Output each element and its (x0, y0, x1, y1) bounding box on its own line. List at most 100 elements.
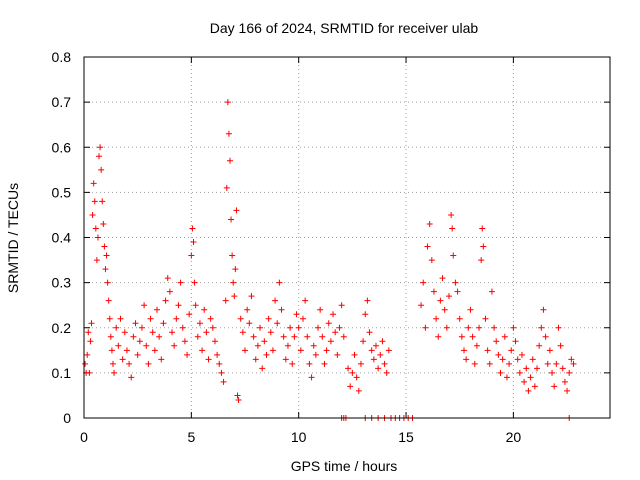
data-point (82, 360, 89, 367)
data-point (461, 347, 468, 354)
chart-title: Day 166 of 2024, SRMTID for receiver ula… (210, 20, 479, 36)
data-point (529, 356, 536, 363)
data-point (192, 302, 199, 309)
data-point (435, 333, 442, 340)
data-point (418, 302, 425, 309)
data-point (293, 311, 300, 318)
data-point (315, 324, 322, 331)
data-point (231, 293, 238, 300)
data-point (87, 338, 94, 345)
data-point (364, 297, 371, 304)
data-point (542, 333, 549, 340)
data-point (151, 347, 158, 354)
data-point (141, 302, 148, 309)
data-point (91, 198, 98, 205)
data-point (327, 338, 334, 345)
x-tick-label: 0 (80, 429, 88, 445)
data-point (280, 333, 287, 340)
data-point (499, 356, 506, 363)
data-point (430, 288, 437, 295)
data-point (242, 347, 249, 354)
data-point (233, 207, 240, 214)
data-point (209, 324, 216, 331)
data-point (523, 365, 530, 372)
data-point (184, 351, 191, 358)
data-point (226, 157, 233, 164)
data-point (90, 180, 97, 187)
data-point (106, 315, 113, 322)
data-point (261, 338, 268, 345)
data-point (448, 211, 455, 218)
data-point (121, 329, 128, 336)
data-point (422, 324, 429, 331)
data-point (377, 351, 384, 358)
data-point (205, 356, 212, 363)
data-point (503, 374, 510, 381)
data-point (338, 302, 345, 309)
data-point (379, 338, 386, 345)
data-point (94, 234, 101, 241)
data-point (480, 243, 487, 250)
data-point (223, 184, 230, 191)
data-point (306, 360, 313, 367)
data-point (360, 338, 367, 345)
data-point (190, 239, 197, 246)
data-point (484, 347, 491, 354)
data-point (467, 306, 474, 313)
data-point (194, 333, 201, 340)
data-point (385, 347, 392, 354)
data-point (237, 315, 244, 322)
data-point (518, 351, 525, 358)
data-point (570, 360, 577, 367)
data-point (445, 293, 452, 300)
data-point (181, 338, 188, 345)
data-point (521, 378, 528, 385)
data-point (420, 279, 427, 286)
data-point (173, 315, 180, 322)
data-point (104, 279, 111, 286)
data-point (211, 338, 218, 345)
data-point (232, 266, 239, 273)
data-point (109, 360, 116, 367)
data-point (115, 342, 122, 349)
data-point (479, 225, 486, 232)
plot-frame (83, 56, 611, 419)
data-point (456, 315, 463, 322)
data-point (138, 324, 145, 331)
data-point (449, 225, 456, 232)
x-tick-label: 20 (506, 429, 522, 445)
data-point (312, 351, 319, 358)
data-point (299, 315, 306, 322)
data-point (471, 360, 478, 367)
data-point (441, 306, 448, 313)
data-point (86, 369, 93, 376)
y-tick-label: 0.8 (52, 49, 72, 65)
data-point (304, 333, 311, 340)
data-point (491, 324, 498, 331)
data-point (230, 279, 237, 286)
data-point (147, 315, 154, 322)
data-point (353, 374, 360, 381)
data-point (506, 360, 513, 367)
data-point (549, 369, 556, 376)
data-point (531, 383, 538, 390)
data-point (357, 360, 364, 367)
data-point (117, 315, 124, 322)
data-point (218, 369, 225, 376)
data-point (244, 306, 251, 313)
data-point (207, 315, 214, 322)
data-point (189, 225, 196, 232)
data-point (99, 198, 106, 205)
data-point (540, 306, 547, 313)
data-point (561, 378, 568, 385)
x-tick-label: 10 (291, 429, 307, 445)
data-point (508, 347, 515, 354)
data-point (123, 347, 130, 354)
data-point (257, 324, 264, 331)
data-point (323, 347, 330, 354)
data-point (92, 225, 99, 232)
x-tick-label: 15 (398, 429, 414, 445)
data-point (534, 365, 541, 372)
data-point (476, 324, 483, 331)
